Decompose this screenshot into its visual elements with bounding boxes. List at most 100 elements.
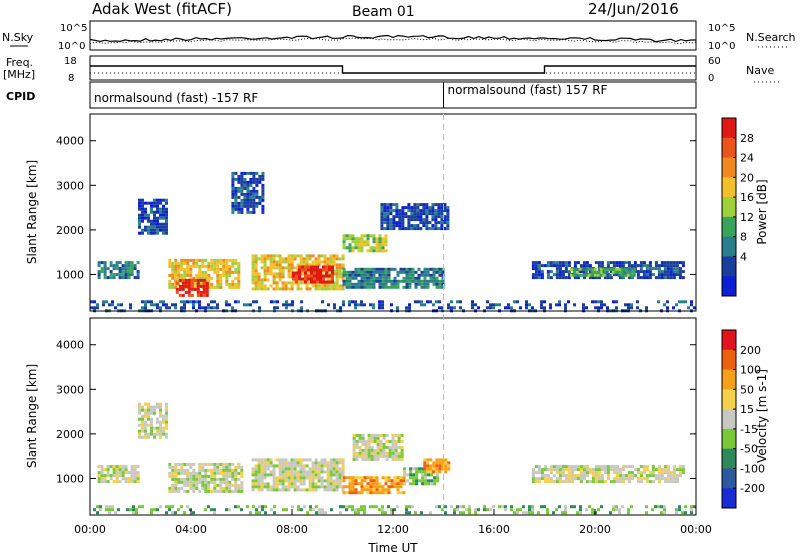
data-cell (663, 468, 667, 472)
data-cell (251, 260, 255, 264)
data-cell (228, 462, 232, 466)
data-cell (420, 300, 423, 304)
data-cell (219, 480, 223, 484)
data-cell (434, 218, 438, 222)
data-cell (435, 470, 439, 474)
data-cell (379, 442, 383, 446)
data-cell (261, 207, 265, 211)
data-cell (124, 468, 128, 472)
colorbar-frame (721, 329, 737, 509)
data-cell (171, 273, 175, 277)
nsearch-label: N.Search (746, 31, 796, 44)
data-cell (361, 439, 365, 443)
data-cell (205, 293, 209, 297)
data-cell (296, 284, 300, 288)
data-cell (543, 474, 547, 478)
data-cell (483, 508, 486, 512)
data-cell (118, 270, 122, 274)
data-cell (150, 420, 153, 424)
data-cell (690, 505, 693, 509)
data-cell (296, 485, 300, 489)
data-cell (171, 471, 175, 475)
data-cell (582, 303, 585, 307)
data-cell (393, 479, 397, 483)
data-cell (338, 458, 342, 462)
data-cell (189, 486, 193, 490)
data-cell (447, 461, 451, 465)
data-cell (379, 445, 383, 449)
data-cell (204, 273, 208, 277)
data-cell (115, 471, 119, 475)
data-cell (354, 282, 358, 286)
data-cell (393, 279, 397, 283)
data-cell (216, 282, 220, 286)
data-cell (186, 267, 190, 271)
data-cell (174, 465, 178, 469)
data-cell (165, 201, 168, 205)
data-cell (351, 246, 355, 250)
data-cell (585, 261, 589, 265)
data-cell (383, 221, 387, 225)
data-cell (543, 477, 547, 481)
data-cell (272, 257, 276, 261)
data-cell (216, 462, 220, 466)
velocity-colorbar-label: Velocity [m s-1] (755, 369, 769, 463)
data-cell (240, 177, 244, 181)
data-cell (360, 485, 364, 489)
data-cell (309, 508, 312, 512)
data-cell (281, 269, 285, 273)
data-cell (290, 482, 294, 486)
data-cell (243, 192, 247, 196)
data-cell (323, 488, 327, 492)
data-cell (308, 254, 312, 258)
data-cell (228, 303, 231, 307)
data-cell (272, 488, 276, 492)
data-cell (293, 485, 297, 489)
data-cell (663, 508, 666, 512)
data-cell (687, 306, 690, 310)
data-cell (666, 480, 670, 484)
data-cell (435, 282, 439, 286)
data-cell (150, 408, 153, 412)
data-cell (402, 267, 406, 271)
data-cell (103, 468, 107, 472)
data-cell (360, 300, 363, 304)
data-cell (366, 273, 370, 277)
data-cell (444, 470, 448, 474)
data-cell (183, 306, 186, 310)
data-cell (159, 435, 162, 439)
data-cell (121, 465, 125, 469)
data-cell (201, 480, 205, 484)
data-cell (587, 273, 591, 277)
data-cell (660, 468, 664, 472)
data-cell (326, 278, 330, 282)
data-cell (249, 511, 252, 515)
data-cell (165, 420, 168, 424)
data-cell (258, 195, 262, 199)
colorbar-tick-label: 24 (740, 152, 754, 165)
data-cell (663, 276, 667, 280)
data-cell (441, 306, 444, 310)
data-cell (351, 505, 354, 509)
data-cell (459, 511, 462, 515)
data-cell (348, 270, 352, 274)
data-cell (147, 414, 150, 418)
data-cell (254, 485, 258, 489)
data-cell (171, 270, 175, 274)
data-cell (380, 224, 384, 228)
data-cell (171, 486, 175, 490)
data-cell (618, 261, 622, 265)
data-cell (115, 264, 119, 268)
data-cell (391, 442, 395, 446)
data-cell (352, 442, 356, 446)
data-cell (266, 257, 270, 261)
data-cell (395, 215, 399, 219)
data-cell (385, 433, 389, 437)
data-cell (329, 470, 333, 474)
data-cell (366, 267, 370, 271)
data-cell (308, 263, 312, 267)
data-cell (381, 282, 385, 286)
colorbar-swatch (722, 216, 736, 238)
data-cell (648, 270, 652, 274)
data-cell (171, 261, 175, 265)
